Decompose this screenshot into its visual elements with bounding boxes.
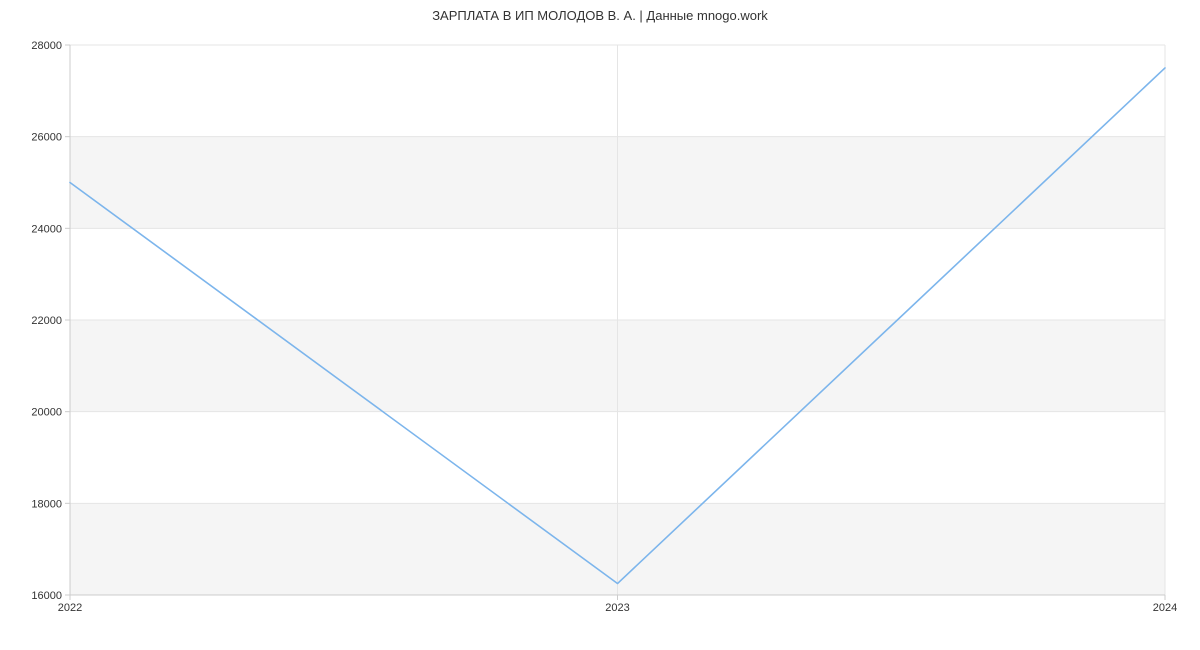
salary-line-chart: ЗАРПЛАТА В ИП МОЛОДОВ В. А. | Данные mno… (0, 0, 1200, 650)
svg-text:2024: 2024 (1153, 602, 1177, 614)
chart-svg: 16000 18000 20000 22000 24000 26000 28000 2022 2… (0, 0, 1200, 650)
svg-text:28000: 28000 (31, 40, 62, 52)
svg-text:2022: 2022 (58, 602, 82, 614)
svg-text:24000: 24000 (31, 223, 62, 235)
svg-text:26000: 26000 (31, 132, 62, 144)
svg-text:20000: 20000 (31, 407, 62, 419)
svg-text:2023: 2023 (605, 602, 629, 614)
svg-text:18000: 18000 (31, 498, 62, 510)
chart-title: ЗАРПЛАТА В ИП МОЛОДОВ В. А. | Данные mno… (0, 8, 1200, 23)
svg-text:16000: 16000 (31, 590, 62, 602)
svg-text:22000: 22000 (31, 315, 62, 327)
